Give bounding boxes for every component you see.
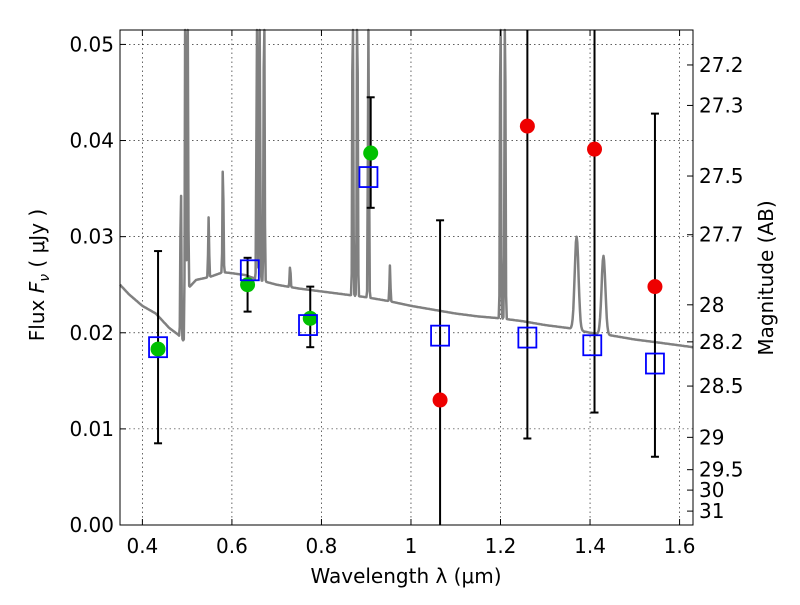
ticks-layer — [120, 30, 693, 526]
x-tick-label: 0.6 — [216, 534, 248, 558]
red-data-point — [647, 279, 663, 295]
y-axis-label-prefix: Flux — [25, 293, 49, 341]
x-tick-label: 0.8 — [306, 534, 338, 558]
green-data-point — [363, 145, 379, 161]
red-data-point — [587, 141, 603, 157]
magnitude-tick-label: 31 — [699, 499, 724, 523]
x-tick-label: 1.2 — [485, 534, 517, 558]
magnitude-tick-label: 28 — [699, 293, 724, 317]
y-tick-label: 0.04 — [69, 129, 114, 153]
y-tick-label: 0.03 — [69, 225, 114, 249]
points-layer — [150, 118, 663, 408]
model-photometry-square — [430, 324, 450, 347]
model-photometry-square — [358, 166, 379, 188]
model-spectrum-line — [119, 28, 694, 349]
magnitude-tick-label: 27.5 — [699, 164, 744, 188]
y-tick-label: 0.02 — [69, 321, 114, 345]
model-photometry-square — [148, 336, 168, 359]
model-photometry-square — [582, 334, 603, 357]
magnitude-tick-label: 28.2 — [699, 330, 744, 354]
y-tick-label: 0.05 — [69, 32, 114, 56]
y-axis-label-left: Flux Fν ( μJy ) — [25, 209, 53, 341]
model-photometry-square — [298, 314, 318, 336]
magnitude-tick-label: 27.3 — [699, 93, 744, 117]
errorbar-layer — [154, 30, 659, 525]
y-tick-label: 0.00 — [69, 513, 114, 537]
y-axis-label-subscript: ν — [37, 274, 53, 282]
red-data-point — [519, 118, 535, 134]
plot-frame — [119, 29, 694, 526]
magnitude-tick-label: 29 — [699, 425, 724, 449]
y-axis-label-unit: ( μJy ) — [25, 209, 49, 274]
x-tick-label: 0.4 — [126, 534, 158, 558]
magnitude-tick-label: 27.7 — [699, 223, 744, 247]
red-data-point — [432, 392, 448, 408]
x-tick-label: 1 — [405, 534, 418, 558]
green-data-point — [302, 310, 318, 326]
magnitude-tick-label: 28.5 — [699, 374, 744, 398]
x-tick-label: 1.6 — [664, 534, 696, 558]
y-axis-label-right: Magnitude (AB) — [754, 200, 778, 355]
magnitude-tick-label: 27.2 — [699, 53, 744, 77]
tick-label-layer: 0.4 0.6 0.8 1 1.2 1.4 1.6 0.00 0.01 0.02 0.03 0.04 0… — [69, 32, 743, 558]
model-photometry-square — [517, 326, 538, 349]
model-photometry-square — [645, 352, 665, 375]
y-tick-label: 0.01 — [69, 417, 114, 441]
squares-layer — [148, 166, 665, 375]
x-tick-label: 1.4 — [574, 534, 606, 558]
model-photometry-square — [239, 259, 260, 282]
spectrum-layer — [119, 28, 694, 349]
x-axis-label: Wavelength λ (μm) — [310, 564, 501, 588]
y-axis-label-symbol: F — [25, 281, 49, 293]
magnitude-tick-label: 30 — [699, 478, 724, 502]
magnitude-tick-label: 29.5 — [699, 458, 744, 482]
green-data-point — [150, 341, 166, 357]
